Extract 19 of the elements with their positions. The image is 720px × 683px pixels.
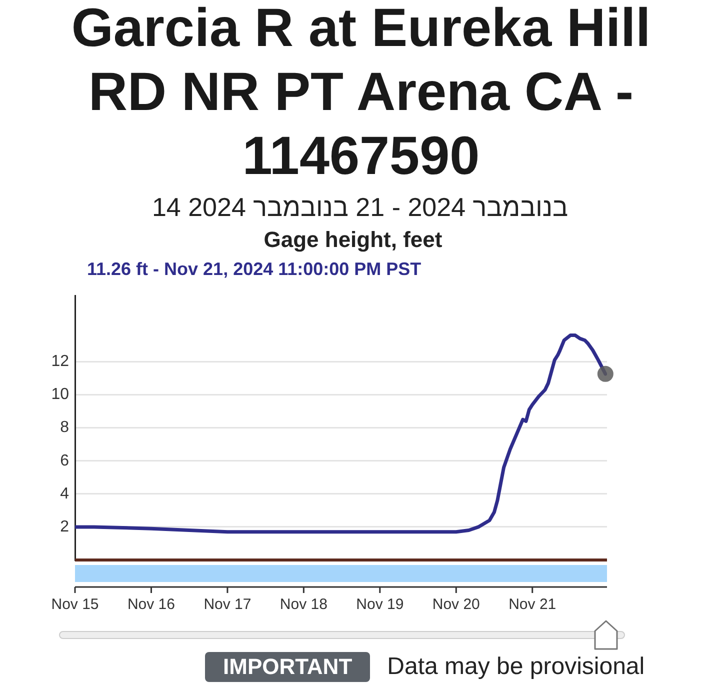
y-tick-label: 2 — [60, 518, 70, 536]
y-tick-label: 12 — [51, 353, 70, 370]
y-tick-label: 4 — [60, 485, 70, 502]
x-tick-label: Nov 16 — [127, 596, 175, 614]
y-tick-label: 6 — [60, 452, 70, 470]
x-tick-label: Nov 17 — [204, 596, 252, 614]
chart-title: Garcia R at Eureka Hill RD NR PT Arena CA - 11467590 — [70, 0, 652, 188]
x-tick-label: Nov 15 — [51, 596, 99, 614]
y-axis-title: Gage height, feet — [262, 226, 444, 254]
y-tick-label: 8 — [60, 419, 70, 436]
y-tick-label: 10 — [51, 386, 70, 404]
label-badge: IMPORTANT — [205, 652, 370, 682]
x-tick-label: Nov 20 — [432, 596, 480, 614]
chart-subtitle: 14 בנובמבר 2024 - 21 בנובמבר 2024 — [150, 192, 570, 222]
text: Data may be provisional — [387, 652, 645, 682]
text: 11.26 ft - Nov 21, 2024 11:00:00 PM PST — [87, 258, 422, 280]
x-tick-label: Nov 18 — [280, 596, 328, 614]
x-tick-label: Nov 21 — [508, 596, 556, 614]
x-tick-label: Nov 19 — [356, 596, 404, 614]
